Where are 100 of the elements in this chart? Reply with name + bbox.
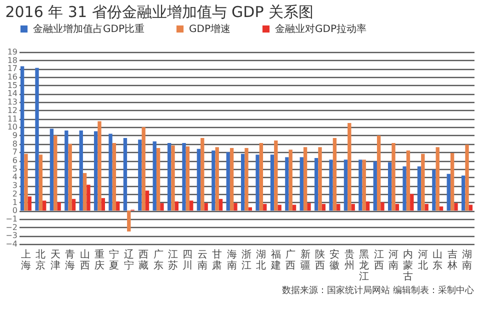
x-tick-label: 贵州 xyxy=(344,248,354,272)
bar xyxy=(204,203,208,211)
y-tick-label: −3 xyxy=(6,231,18,240)
x-tick-label: 山东 xyxy=(432,248,443,272)
bar xyxy=(322,204,326,211)
y-tick-label: −1 xyxy=(6,214,18,224)
bar xyxy=(174,201,179,211)
bar xyxy=(274,140,278,211)
bar xyxy=(212,150,216,211)
x-tick-label: 新疆 xyxy=(300,248,310,272)
x-tick-label: 福建 xyxy=(270,248,281,272)
x-tick-label: 重庆 xyxy=(94,248,104,272)
bar xyxy=(424,204,428,211)
y-tick-label: −2 xyxy=(6,222,18,232)
x-tick-label: 宁夏 xyxy=(109,248,120,272)
x-tick-label: 北京 xyxy=(36,248,46,272)
x-tick-label: 广东 xyxy=(153,248,164,272)
bar xyxy=(160,203,164,211)
bar xyxy=(318,147,322,211)
x-tick-label: 黑龙江 xyxy=(359,250,370,282)
x-tick-label: 云南 xyxy=(197,250,208,272)
bar xyxy=(465,144,469,211)
bar xyxy=(152,141,156,211)
bar xyxy=(230,148,234,211)
bar xyxy=(24,154,28,211)
y-tick-label: 15 xyxy=(7,80,18,90)
bar xyxy=(86,184,90,211)
x-tick-label: 西藏 xyxy=(138,250,149,272)
y-tick-label: 16 xyxy=(7,72,18,82)
bar xyxy=(64,130,68,211)
y-tick-label: 11 xyxy=(7,114,18,124)
bar xyxy=(402,166,406,211)
bar xyxy=(244,148,248,211)
bar xyxy=(263,204,267,211)
bar xyxy=(156,148,160,211)
x-tick-label: 湖北 xyxy=(256,248,266,272)
x-tick-label: 河南 xyxy=(388,248,399,272)
legend-label: GDP增速 xyxy=(189,23,230,35)
bar xyxy=(462,176,466,211)
bar xyxy=(417,166,422,211)
bar xyxy=(54,135,58,211)
bar xyxy=(348,122,352,211)
bar xyxy=(406,150,410,211)
bar xyxy=(42,200,46,211)
x-tick-label: 广西 xyxy=(286,248,296,272)
bar xyxy=(278,204,282,211)
bar xyxy=(138,140,142,211)
bar xyxy=(270,154,274,211)
bar xyxy=(450,153,454,211)
bar xyxy=(186,146,190,211)
x-tick-label: 四川 xyxy=(182,250,193,272)
y-tick-label: 12 xyxy=(7,106,18,115)
bar xyxy=(336,204,340,211)
bar xyxy=(68,144,72,211)
y-tick-label: 9 xyxy=(12,130,18,140)
y-tick-label: 17 xyxy=(7,64,18,74)
bar xyxy=(101,198,105,211)
bar xyxy=(226,152,230,211)
bar xyxy=(395,204,400,211)
y-tick-label: 18 xyxy=(7,56,18,65)
x-tick-label: 河北 xyxy=(418,248,428,272)
bar xyxy=(190,200,194,211)
bar xyxy=(303,147,308,211)
bar xyxy=(376,135,381,211)
bar xyxy=(358,160,362,211)
legend-label: 金融业对GDP拉动率 xyxy=(275,23,366,35)
x-tick-label: 吉林 xyxy=(446,248,458,272)
bar xyxy=(388,162,392,211)
bar xyxy=(171,145,175,211)
bar xyxy=(35,68,39,211)
legend-label: 金融业增加值占GDP比重 xyxy=(33,23,144,35)
bar xyxy=(167,142,172,211)
bar xyxy=(28,196,32,211)
bar xyxy=(123,138,128,211)
bar xyxy=(362,160,366,211)
x-tick-label: 湖南 xyxy=(462,248,472,272)
y-tick-label: 0 xyxy=(12,206,18,216)
bar xyxy=(79,130,83,211)
bar xyxy=(218,198,223,211)
bar xyxy=(57,202,61,211)
bar xyxy=(410,194,414,211)
y-tick-label: 1 xyxy=(12,198,18,207)
bar xyxy=(366,201,370,211)
bar xyxy=(240,154,245,211)
x-tick-label: 陕西 xyxy=(315,248,326,272)
y-tick-label: 19 xyxy=(7,48,18,56)
x-tick-label: 上海 xyxy=(20,248,31,272)
bar xyxy=(72,198,76,211)
bar xyxy=(108,134,112,211)
bar xyxy=(145,190,150,211)
y-tick-label: 3 xyxy=(12,181,18,190)
bar xyxy=(142,127,146,211)
bar xyxy=(38,154,43,211)
bar xyxy=(234,203,238,211)
bar xyxy=(380,202,384,211)
bar xyxy=(351,204,355,211)
x-tick-label: 青海 xyxy=(65,248,76,272)
chart-title: 2016 年 31 省份金融业增加值与 GDP 关系图 xyxy=(5,3,314,21)
bar xyxy=(200,138,204,211)
source-note: 数据来源：国家统计局网站 编辑制表：采制中心 xyxy=(282,285,474,296)
